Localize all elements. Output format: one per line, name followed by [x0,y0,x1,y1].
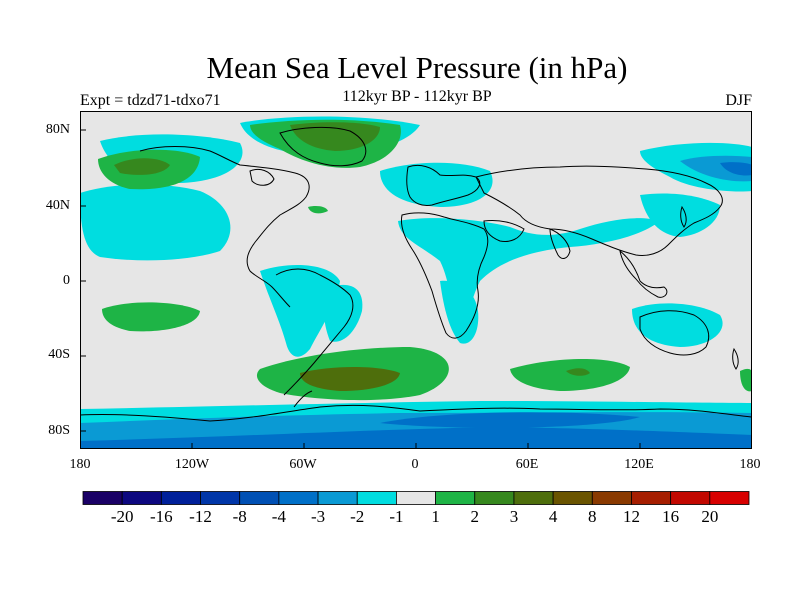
pressure-map [80,111,752,449]
colorbar-swatch-7 [356,491,397,505]
colorbar-label-3: -8 [232,507,247,526]
colorbar-label-1: -16 [150,507,173,526]
south-atlantic-dark-green [300,367,400,391]
colorbar-label-15: 20 [701,507,719,526]
coastlines [80,126,752,422]
greenland-dark-green [290,122,380,151]
colorbar-label-4: -4 [271,507,286,526]
south-indian-dark-green [566,368,590,376]
colorbar-swatch-5 [278,491,319,505]
colorbar-swatch-12 [552,491,593,505]
coast-north-america [139,146,310,308]
colorbar-swatch-3 [200,491,241,505]
colorbar-swatch-6 [317,491,358,505]
colorbar-swatch-16 [709,491,750,505]
colorbar-label-6: -2 [350,507,365,526]
south-america-cyan [324,284,363,342]
coast-southeast-asia [619,249,668,298]
coast-antarctica [80,404,752,422]
x-tick-0: 0 [411,457,419,472]
colorbar-label-12: 8 [588,507,597,526]
colorbar-label-14: 16 [662,507,680,526]
atlantic-green [308,206,328,214]
southern-africa-cyan [440,280,479,344]
east-pacific-cyan [260,265,340,357]
colorbar-swatch-15 [670,491,711,505]
plot-title: Mean Sea Level Pressure (in hPa) [206,50,628,85]
colorbar-label-8: 1 [431,507,440,526]
experiment-label: Expt = tdzd71-tdxo71 [80,92,221,109]
colorbar-swatch-10 [474,491,515,505]
x-tick-120e: 120E [624,457,654,472]
colorbar-swatch-11 [513,491,554,505]
coast-antarctic-peninsula [293,390,313,408]
coast-india [549,228,571,259]
colorbar [82,491,750,505]
dateline-green [740,368,752,392]
y-tick-80s: 80S [48,423,70,438]
colorbar-label-0: -20 [110,507,134,526]
colorbar-swatch-4 [239,491,280,505]
coast-japan [680,205,687,228]
colorbar-label-5: -3 [310,507,326,526]
australia-cyan [632,303,723,347]
coast-arabia [483,220,525,242]
colorbar-label-2: -12 [189,507,212,526]
antarctic-blue-patch [380,412,640,428]
x-tick-120w: 120W [174,457,210,472]
coast-south-america [275,268,354,396]
coast-hudson-bay [249,168,275,186]
x-tick-180w: 180 [69,457,91,472]
coast-asia [475,165,723,256]
season-label: DJF [725,92,752,109]
x-tick-60w: 60W [289,457,317,472]
colorbar-swatch-0 [82,491,123,505]
colorbar-swatch-9 [435,491,476,505]
colorbar-swatch-2 [160,491,201,505]
coast-europe [406,164,481,206]
north-pacific-deep-blue [720,162,752,176]
y-tick-40n: 40N [45,198,70,213]
colorbar-label-10: 3 [509,507,519,526]
x-tick-60e: 60E [515,457,539,472]
axis-ticks [80,129,752,449]
colorbar-label-7: -1 [389,507,404,526]
colorbar-label-11: 4 [548,507,558,526]
colorbar-swatch-14 [631,491,672,505]
y-tick-0: 0 [63,273,70,288]
colorbar-swatch-13 [591,491,632,505]
coast-new-zealand [732,347,739,370]
aleutian-dark-green [114,158,170,175]
y-tick-40s: 40S [48,347,70,362]
colorbar-swatch-8 [396,491,436,505]
colorbar-label-13: 12 [622,507,640,526]
south-indian-green [510,358,630,391]
south-pacific-green [102,302,200,332]
coast-africa [401,212,489,339]
colorbar-swatch-1 [121,491,162,505]
antarctic-deep-blue [80,427,752,449]
x-tick-180e: 180 [739,457,761,472]
north-pacific-cyan [80,184,231,261]
japan-cyan [640,193,720,237]
coast-australia [639,310,710,356]
time-subtitle: 112kyr BP - 112kyr BP [342,88,492,105]
y-tick-80n: 80N [45,122,70,137]
coast-greenland [279,126,367,167]
colorbar-label-9: 2 [470,507,480,526]
